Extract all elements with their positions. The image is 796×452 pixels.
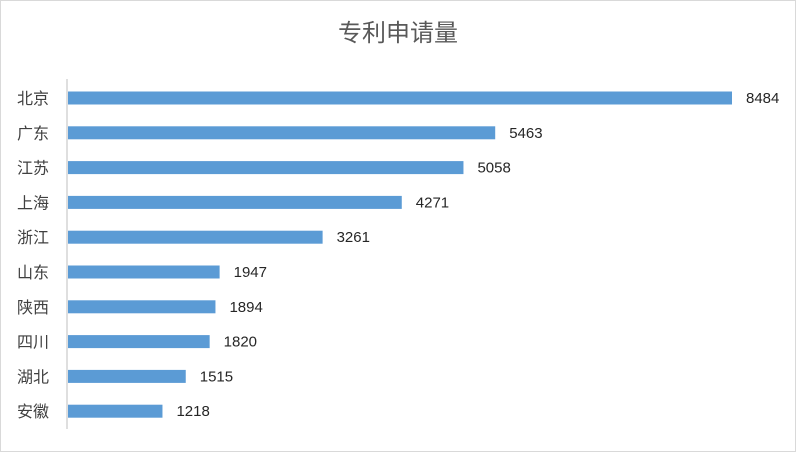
data-label: 1218 <box>176 403 209 420</box>
bar <box>68 231 323 244</box>
category-label: 四川 <box>17 333 49 352</box>
bar <box>68 92 732 105</box>
data-label: 5058 <box>477 160 510 177</box>
bar <box>68 196 402 209</box>
category-label: 安徽 <box>17 402 49 421</box>
data-label: 1894 <box>229 299 262 316</box>
data-label: 4271 <box>416 194 449 211</box>
data-label: 1820 <box>224 334 257 351</box>
category-label: 江苏 <box>17 159 49 178</box>
category-label: 山东 <box>17 263 49 282</box>
category-label: 北京 <box>17 89 49 108</box>
data-label: 1947 <box>234 264 267 281</box>
bar <box>68 161 463 174</box>
data-label: 8484 <box>746 90 779 107</box>
category-label: 湖北 <box>17 367 49 386</box>
bar <box>68 405 162 418</box>
bar <box>68 335 210 348</box>
bar <box>68 300 215 313</box>
bar <box>68 126 495 139</box>
category-label: 上海 <box>17 193 49 212</box>
data-label: 1515 <box>200 368 233 385</box>
category-label: 广东 <box>17 124 49 143</box>
data-label: 5463 <box>509 125 542 142</box>
bar <box>68 370 186 383</box>
bars-group: 北京 8484 广东 5463 江苏 5058 上海 4271 浙江 3261 山东 1947 陕西 18… <box>17 89 779 421</box>
data-label: 3261 <box>337 229 370 246</box>
category-label: 浙江 <box>17 228 49 247</box>
category-label: 陕西 <box>17 298 49 317</box>
bar <box>68 266 220 279</box>
